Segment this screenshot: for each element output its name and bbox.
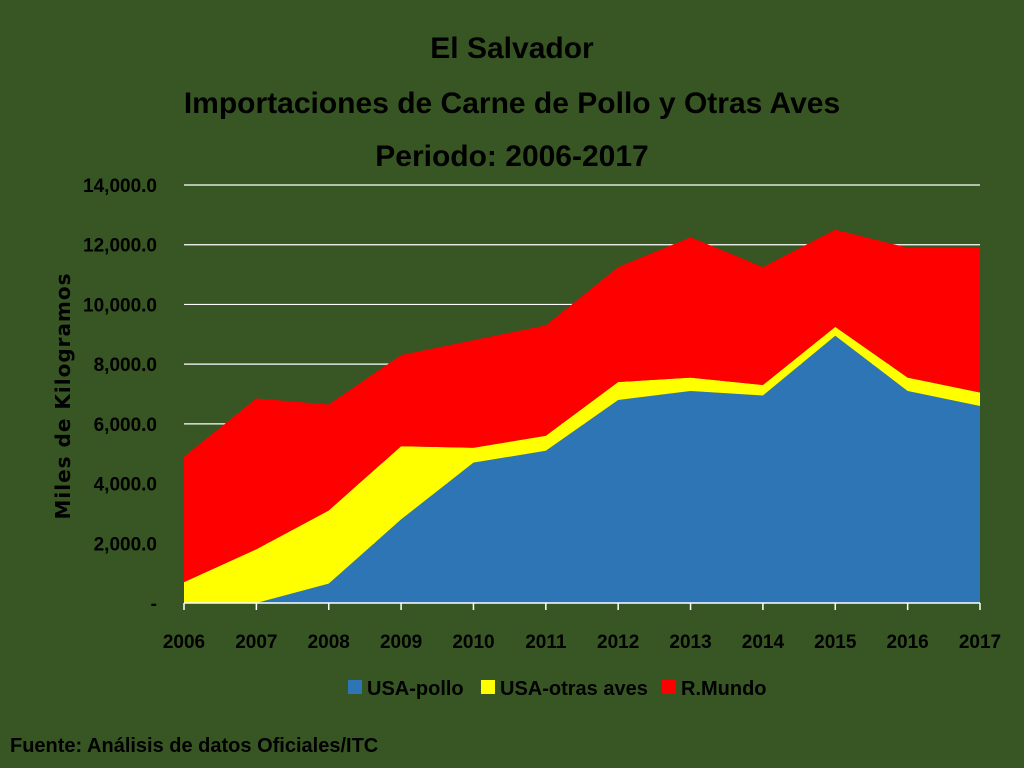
y-tick-labels: - 2,000.0 4,000.0 6,000.0 8,000.0 10,000.0 12,…	[83, 176, 157, 615]
area-series-r-mundo	[184, 229, 980, 583]
x-tick-label: 2009	[380, 632, 422, 653]
chart-title: El Salvador Importaciones de Carne de Po…	[184, 32, 840, 173]
title-line-1: El Salvador	[430, 32, 594, 65]
legend-swatch	[662, 680, 676, 694]
y-tick-label: 12,000.0	[83, 236, 157, 257]
y-tick-label: 10,000.0	[83, 295, 157, 316]
source-note: Fuente: Análisis de datos Oficiales/ITC	[10, 735, 378, 757]
title-line-2: Importaciones de Carne de Pollo y Otras …	[184, 87, 840, 120]
legend-label: USA-otras aves	[500, 678, 648, 700]
legend-swatch	[481, 680, 495, 694]
legend-swatch	[348, 680, 362, 694]
x-tick-label: 2014	[742, 632, 785, 653]
x-tick-label: 2011	[525, 632, 567, 653]
y-tick-label: 8,000.0	[94, 355, 157, 376]
x-tick-labels: 2006 2007 2008 2009 2010 2011 2012 2013 2014 2015…	[163, 632, 1001, 653]
axes	[183, 602, 981, 610]
x-tick-label: 2010	[452, 632, 494, 653]
y-tick-label: 6,000.0	[94, 415, 157, 436]
area-series-usa-otras-aves	[184, 326, 980, 603]
area-series-usa-pollo	[184, 335, 980, 603]
x-tick-label: 2013	[669, 632, 711, 653]
x-tick-label: 2007	[235, 632, 277, 653]
legend-label: USA-pollo	[367, 678, 464, 700]
x-tick-label: 2012	[597, 632, 639, 653]
x-tick-label: 2016	[886, 632, 928, 653]
plot-areas	[184, 229, 980, 603]
legend-label: R.Mundo	[681, 678, 767, 700]
y-tick-label: 14,000.0	[83, 176, 157, 197]
x-tick-label: 2015	[814, 632, 857, 653]
x-tick-label: 2008	[308, 632, 350, 653]
y-tick-label: -	[151, 594, 157, 615]
x-tick-label: 2006	[163, 632, 205, 653]
y-tick-label: 2,000.0	[94, 534, 157, 555]
title-line-3: Periodo: 2006-2017	[375, 140, 648, 173]
x-tick-label: 2017	[959, 632, 1001, 653]
legend: USA-pollo USA-otras aves R.Mundo	[348, 678, 767, 700]
y-tick-label: 4,000.0	[94, 475, 157, 496]
y-axis-label: Miles de Kilogramos	[51, 273, 75, 520]
